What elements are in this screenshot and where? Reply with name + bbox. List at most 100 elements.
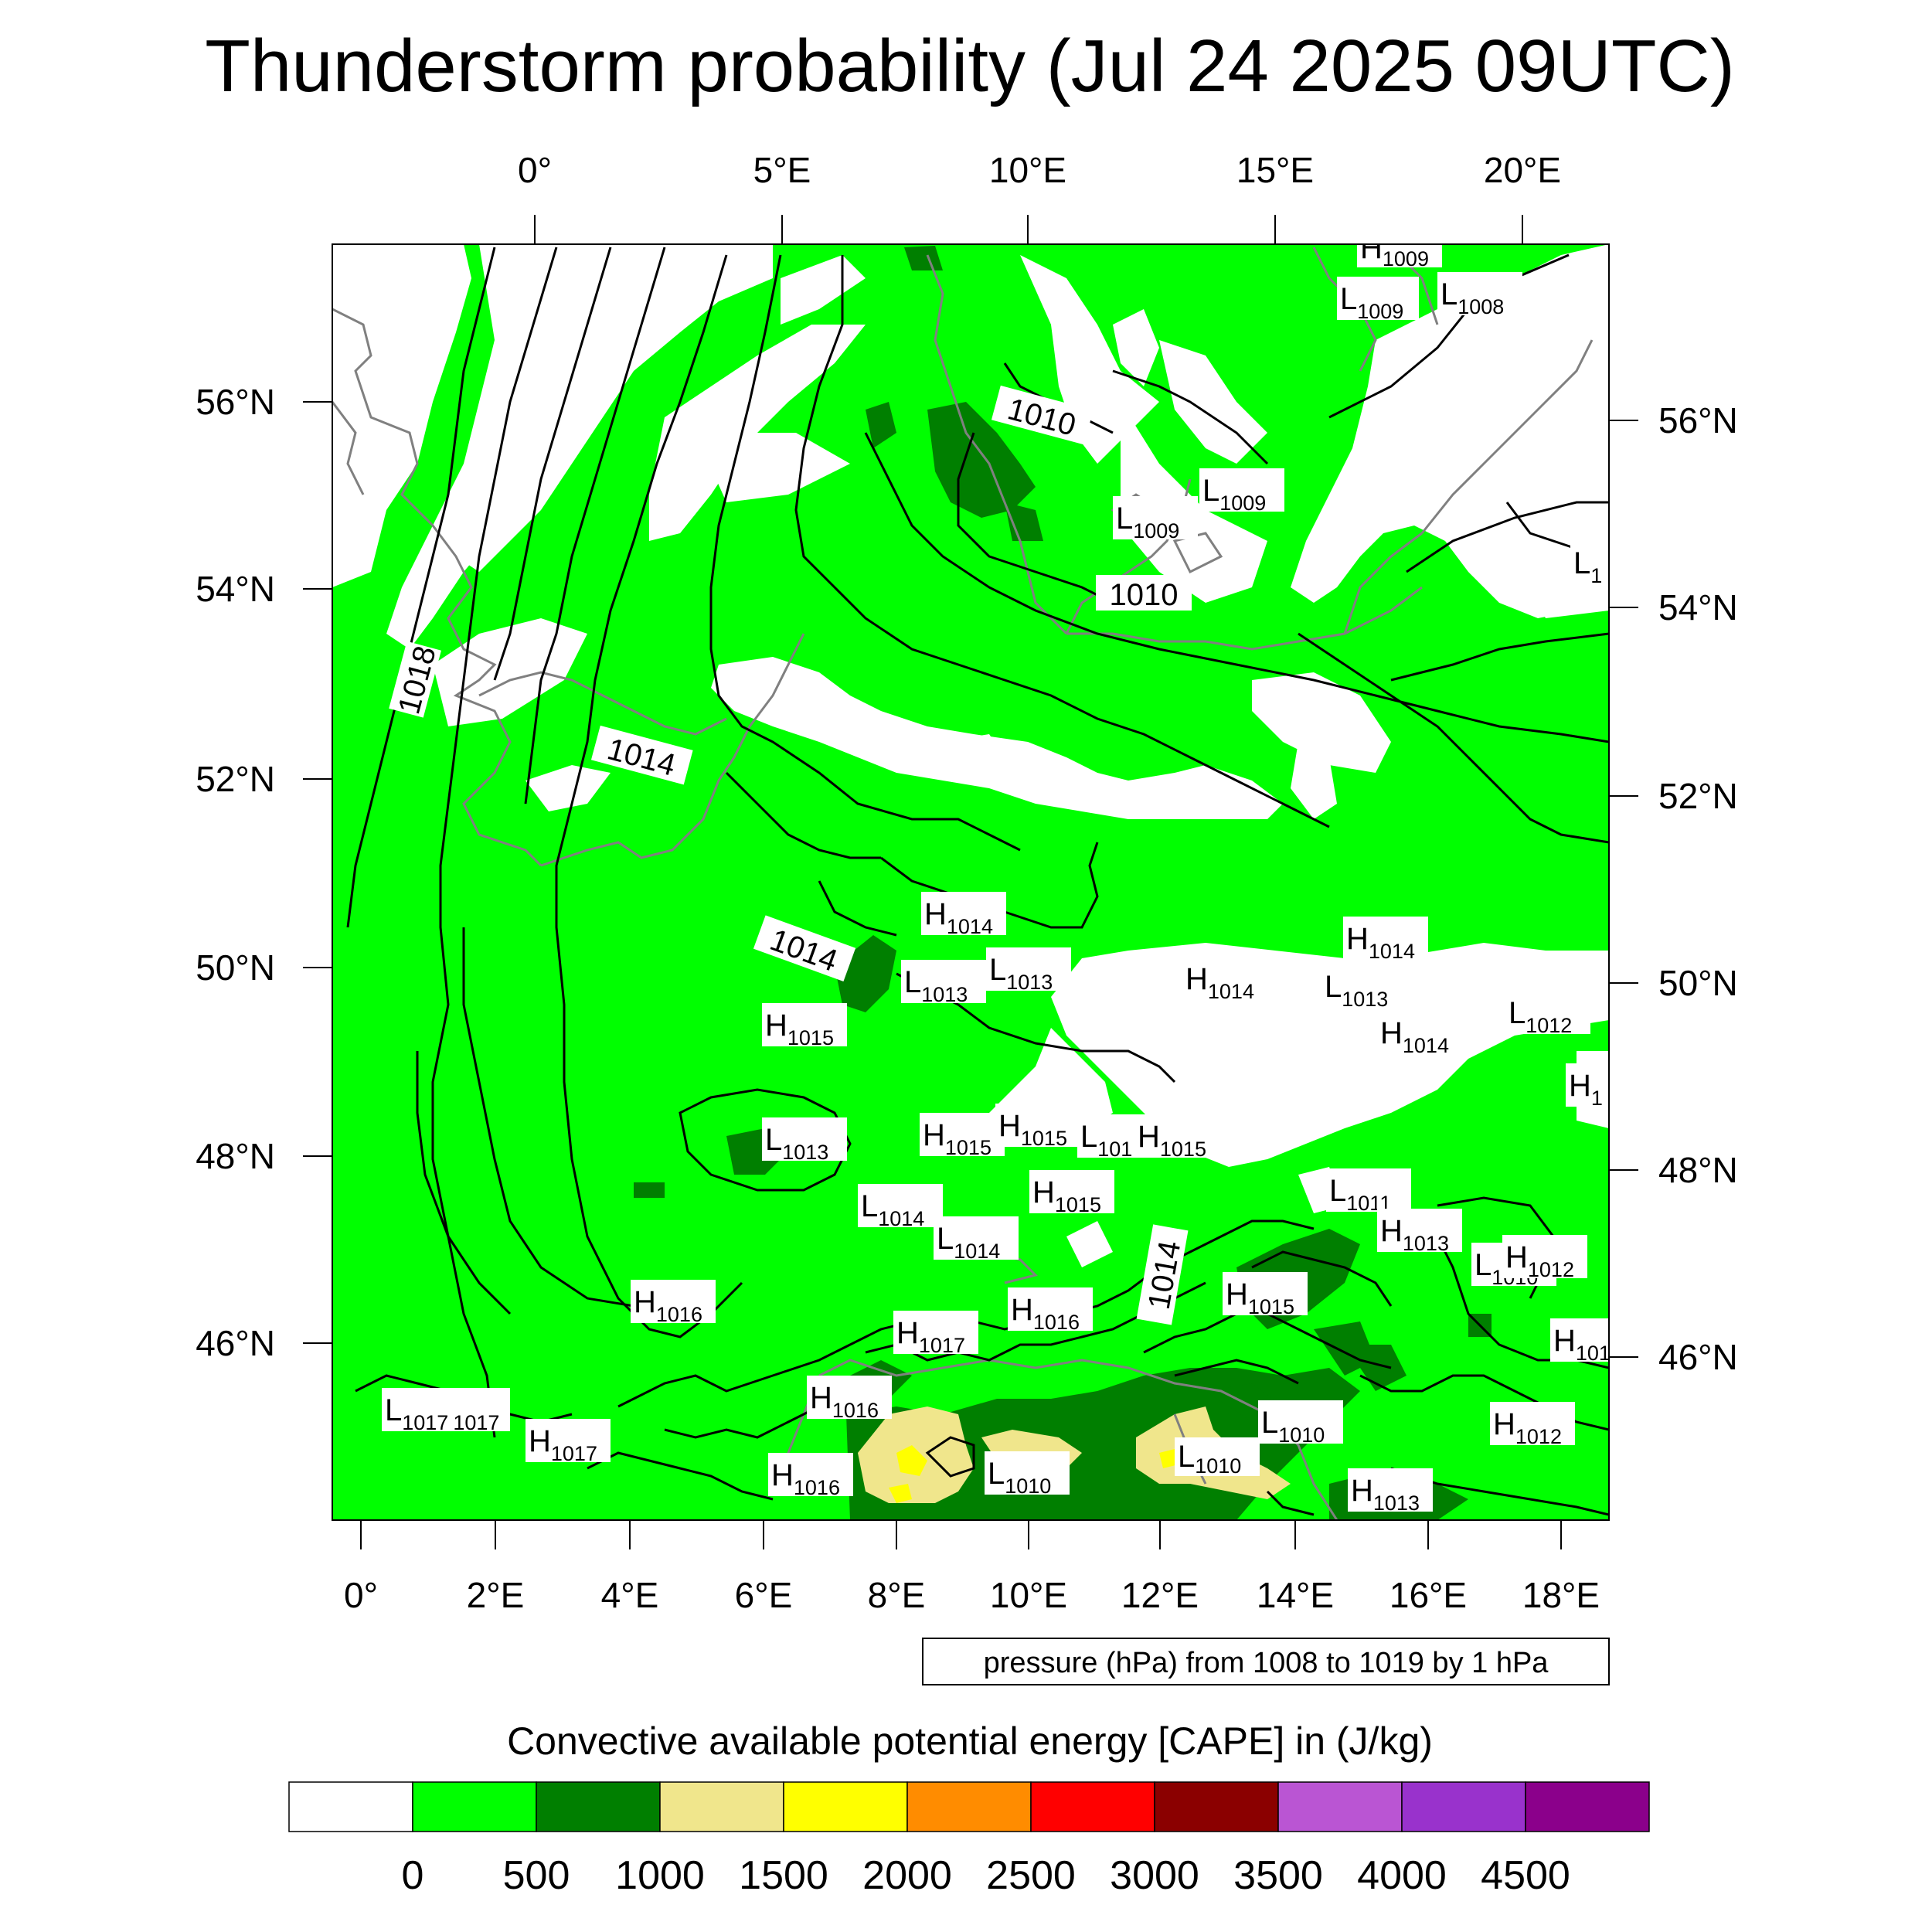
colorbar-swatch [659, 1781, 784, 1832]
left-lat-label: 54°N [196, 569, 275, 609]
center-value: 1017 [919, 1334, 965, 1357]
center-value: 1017 [551, 1442, 597, 1465]
bottom-lon-label: 4°E [601, 1575, 659, 1615]
center-letter: L [1080, 1120, 1097, 1154]
svg-text:L1010: L1010 [988, 1457, 1051, 1498]
center-value: 1015 [945, 1136, 992, 1159]
svg-text:H1015: H1015 [1226, 1277, 1294, 1318]
left-lat-label: 50°N [196, 947, 275, 988]
svg-text:H1: H1 [1569, 1069, 1603, 1110]
bottom-lon-label: 6°E [735, 1575, 793, 1615]
svg-text:L1009: L1009 [1202, 474, 1266, 515]
center-value: 1014 [947, 915, 993, 938]
center-letter: L [988, 1457, 1005, 1491]
pressure-note: pressure (hPa) from 1008 to 1019 by 1 hP… [984, 1647, 1549, 1679]
center-letter: H [923, 1118, 945, 1152]
center-value: 1009 [1219, 492, 1266, 515]
map-panel: 1018 1014 1014 1010 1010 1014 [332, 244, 1609, 1520]
colorbar-tick-label: 1500 [739, 1853, 828, 1898]
center-value: 1012 [1515, 1425, 1562, 1448]
svg-text:L101: L101 [1080, 1120, 1132, 1161]
colorbar-swatch [1525, 1781, 1650, 1832]
colorbar-swatch [906, 1781, 1032, 1832]
svg-text:H1015: H1015 [923, 1118, 992, 1159]
svg-text:L1013: L1013 [1325, 970, 1388, 1011]
center-value: 1013 [921, 983, 968, 1006]
top-lon-label: 0° [518, 150, 552, 190]
svg-text:H1013: H1013 [1351, 1474, 1420, 1515]
colorbar-swatch [1277, 1781, 1403, 1832]
center-letter: H [1032, 1175, 1055, 1209]
colorbar [288, 1781, 1650, 1832]
colorbar-swatch [288, 1781, 413, 1832]
colorbar-swatch [1030, 1781, 1155, 1832]
svg-text:L1012: L1012 [1509, 996, 1572, 1037]
svg-text:H1015: H1015 [1138, 1120, 1206, 1161]
center-letter: L [861, 1189, 878, 1223]
bottom-lon-label: 12°E [1121, 1575, 1199, 1615]
center-value: 1012 [1526, 1014, 1572, 1037]
center-value: 1013 [782, 1141, 828, 1164]
colorbar-tick-label: 4000 [1357, 1853, 1447, 1898]
top-lon-label: 5°E [753, 150, 811, 190]
bottom-lon-label: 0° [344, 1575, 378, 1615]
center-value: 1010 [1005, 1475, 1051, 1498]
right-lat-label: 54°N [1658, 587, 1738, 628]
top-lon-label: 15°E [1236, 150, 1314, 190]
center-letter: H [924, 897, 947, 931]
center-letter: H [1505, 1240, 1528, 1274]
center-value: 1010 [1278, 1423, 1325, 1447]
center-letter: H [1185, 962, 1208, 996]
center-value: 1009 [1357, 300, 1403, 323]
center-letter: H [1346, 922, 1369, 956]
svg-text:L1013: L1013 [765, 1123, 828, 1164]
center-letter: L [1116, 502, 1133, 536]
center-letter: H [1138, 1120, 1160, 1154]
center-letter: L [1178, 1440, 1195, 1474]
svg-text:H1015: H1015 [1032, 1175, 1101, 1216]
center-value: 1016 [656, 1303, 702, 1326]
center-letter: L [1325, 970, 1342, 1004]
right-lat-label: 56°N [1658, 400, 1738, 440]
center-value: 1014 [1403, 1034, 1449, 1057]
center-value: 1016 [832, 1399, 879, 1422]
center-value: 1014 [878, 1207, 924, 1230]
svg-text:H1016: H1016 [634, 1285, 702, 1326]
colorbar-tick-label: 2500 [986, 1853, 1076, 1898]
bottom-lon-label: 10°E [990, 1575, 1067, 1615]
center-letter: H [771, 1458, 794, 1492]
colorbar-tick-label: 4500 [1481, 1853, 1570, 1898]
left-lat-label: 56°N [196, 382, 275, 422]
bottom-lon-label: 8°E [868, 1575, 926, 1615]
center-letter: H [896, 1316, 919, 1350]
bottom-lon-label: 18°E [1522, 1575, 1600, 1615]
center-letter: H [1493, 1407, 1515, 1441]
center-letter: L [385, 1393, 402, 1427]
center-letter: H [1380, 1016, 1403, 1050]
svg-text:L1010: L1010 [1178, 1440, 1241, 1478]
center-value: 1014 [1369, 940, 1415, 963]
right-lat-label: 52°N [1658, 776, 1738, 816]
cape-yellow-regions [889, 1445, 1179, 1503]
svg-text:H1014: H1014 [924, 897, 993, 938]
center-letter: H [1380, 1214, 1403, 1248]
left-axis [303, 401, 332, 1344]
center-value: 1015 [1160, 1138, 1206, 1161]
svg-text:H1014: H1014 [1185, 962, 1254, 1003]
pressure-note-box [922, 1638, 1610, 1685]
center-value: 1013 [1403, 1232, 1449, 1255]
svg-text:L1009: L1009 [1340, 282, 1403, 323]
colorbar-tick-label: 3500 [1233, 1853, 1323, 1898]
top-lon-label: 20°E [1484, 150, 1561, 190]
top-lon-label: 10°E [989, 150, 1066, 190]
colorbar-swatch [412, 1781, 537, 1832]
center-letter: H [810, 1381, 832, 1415]
center-letter: L [1261, 1406, 1278, 1440]
bottom-lon-label: 16°E [1389, 1575, 1467, 1615]
svg-text:L1014: L1014 [861, 1189, 924, 1230]
center-value: 1010 [1195, 1454, 1241, 1478]
center-value: 1 [1590, 564, 1602, 587]
svg-text:H1012: H1012 [1505, 1240, 1574, 1281]
